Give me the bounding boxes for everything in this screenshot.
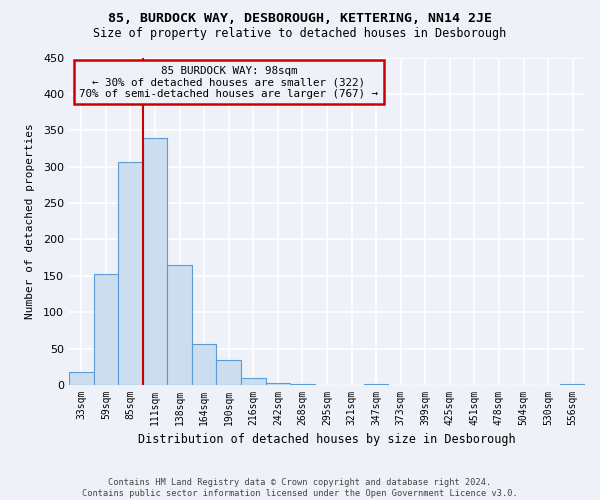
Text: 85 BURDOCK WAY: 98sqm
← 30% of detached houses are smaller (322)
70% of semi-det: 85 BURDOCK WAY: 98sqm ← 30% of detached … bbox=[79, 66, 379, 99]
Bar bbox=[290, 384, 315, 385]
Bar bbox=[266, 383, 290, 385]
Bar bbox=[143, 138, 167, 385]
X-axis label: Distribution of detached houses by size in Desborough: Distribution of detached houses by size … bbox=[138, 434, 516, 446]
Bar bbox=[364, 384, 388, 385]
Bar bbox=[118, 162, 143, 385]
Bar bbox=[192, 344, 217, 385]
Text: 85, BURDOCK WAY, DESBOROUGH, KETTERING, NN14 2JE: 85, BURDOCK WAY, DESBOROUGH, KETTERING, … bbox=[108, 12, 492, 26]
Bar bbox=[167, 265, 192, 385]
Bar bbox=[217, 360, 241, 385]
Y-axis label: Number of detached properties: Number of detached properties bbox=[25, 124, 35, 319]
Bar bbox=[69, 372, 94, 385]
Bar bbox=[94, 274, 118, 385]
Bar bbox=[241, 378, 266, 385]
Text: Contains HM Land Registry data © Crown copyright and database right 2024.
Contai: Contains HM Land Registry data © Crown c… bbox=[82, 478, 518, 498]
Bar bbox=[560, 384, 585, 385]
Text: Size of property relative to detached houses in Desborough: Size of property relative to detached ho… bbox=[94, 27, 506, 40]
